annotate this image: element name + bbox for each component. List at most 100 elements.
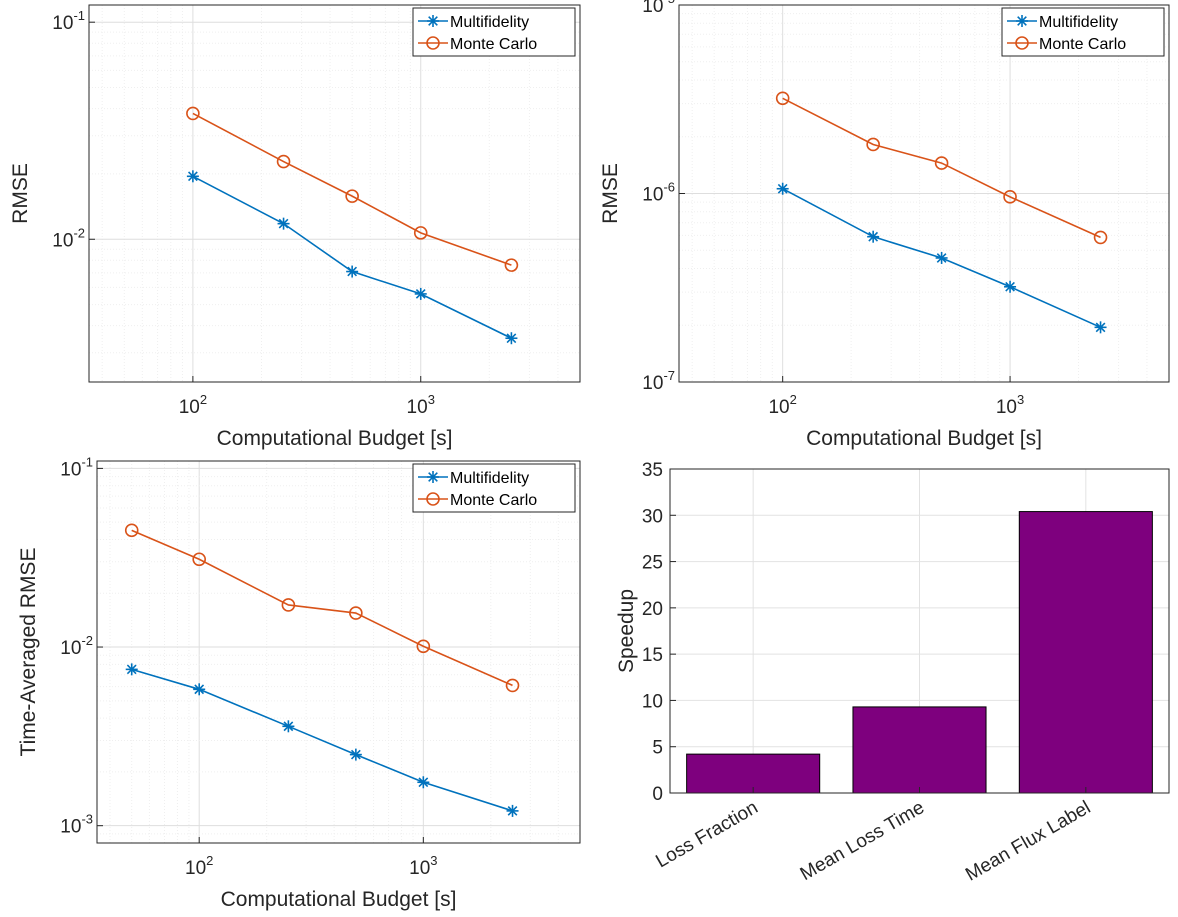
y-tick-label: 35 — [642, 460, 663, 481]
asterisk-marker — [427, 15, 439, 27]
y-tick-label-exp: -3 — [81, 812, 93, 827]
x-axis-label: Computational Budget [s] — [806, 427, 1042, 450]
x-tick-label-exp: 2 — [200, 392, 207, 407]
y-tick-label: 5 — [652, 738, 663, 759]
legend-entry: Monte Carlo — [450, 492, 537, 509]
circle-marker — [1093, 230, 1108, 245]
circle-marker — [345, 189, 359, 203]
asterisk-marker — [125, 663, 138, 676]
series-monte-carlo — [775, 91, 1108, 245]
asterisk-marker — [505, 332, 518, 345]
legend-entry: Multifidelity — [1039, 14, 1118, 31]
circle-marker — [186, 106, 200, 121]
x-tick-label-base: 10 — [185, 858, 206, 879]
x-tick-label-base: 10 — [768, 397, 789, 418]
legend-box — [1001, 7, 1165, 57]
asterisk-marker — [935, 251, 948, 264]
y-tick-label: 0 — [652, 784, 663, 805]
asterisk-marker — [282, 720, 295, 733]
marker-stroke — [506, 333, 517, 344]
series-multifidelity — [125, 663, 519, 817]
circle-marker — [426, 36, 440, 50]
circle-marker — [426, 492, 440, 506]
x-tick-label: 102 — [768, 392, 796, 418]
asterisk-marker — [776, 182, 789, 195]
series-multifidelity — [776, 182, 1107, 334]
marker-stroke — [1017, 16, 1027, 26]
y-tick-label: 30 — [642, 506, 663, 527]
bar-mean-loss-time — [852, 706, 987, 794]
series-line — [131, 529, 513, 687]
x-tick-label: Mean Flux Label — [962, 797, 1094, 885]
y-axis-label: Time-Averaged RMSE — [17, 548, 40, 757]
marker-stroke — [777, 183, 788, 194]
circle-marker — [413, 226, 428, 240]
marker-stroke — [1095, 322, 1106, 333]
circle-marker — [349, 606, 363, 620]
circle-marker — [505, 678, 520, 693]
circle-marker — [276, 154, 291, 169]
grid — [89, 5, 581, 382]
x-axis-label: Computational Budget [s] — [221, 888, 457, 911]
circle-marker — [416, 639, 431, 654]
circle-marker — [934, 156, 949, 170]
y-tick-label: 10-7 — [642, 368, 675, 394]
legend: Multifidelity Monte Carlo — [412, 7, 576, 57]
marker-stroke — [868, 231, 879, 242]
marker-stroke — [428, 16, 438, 26]
circle-marker — [281, 598, 296, 612]
asterisk-marker — [1094, 321, 1107, 334]
axes-frame — [88, 4, 581, 383]
y-tick-label: 25 — [642, 553, 663, 574]
axes-frame — [96, 460, 581, 844]
marker-stroke — [428, 472, 438, 482]
asterisk-marker — [186, 170, 199, 183]
legend-box — [412, 463, 576, 513]
x-tick-label-exp: 2 — [206, 853, 213, 868]
y-tick-label: 10-2 — [52, 225, 85, 251]
y-tick-label-base: 10 — [60, 638, 81, 659]
x-tick-label-base: 10 — [409, 858, 430, 879]
y-tick-label-exp: -7 — [663, 368, 675, 383]
marker-stroke — [283, 721, 294, 732]
x-tick-label-base: 10 — [407, 397, 428, 418]
series-monte-carlo — [124, 523, 520, 693]
circle-marker — [504, 258, 519, 272]
y-tick-label-exp: -1 — [73, 8, 85, 23]
x-tick-label: Mean Loss Time — [797, 797, 928, 885]
asterisk-marker — [417, 776, 430, 789]
circle-marker — [1015, 36, 1029, 50]
legend-box — [412, 7, 576, 57]
y-axis-label: RMSE — [9, 163, 32, 224]
plot-area — [89, 5, 580, 382]
y-tick-label: 10-6 — [642, 180, 675, 206]
y-tick-label-exp: -2 — [81, 633, 93, 648]
x-tick-label: 102 — [179, 392, 207, 418]
y-tick-label: 20 — [642, 599, 663, 620]
y-tick-label-exp: -2 — [73, 225, 85, 240]
marker-stroke — [126, 664, 137, 675]
y-tick-label: 10 — [642, 691, 663, 712]
marker-stroke — [415, 289, 426, 299]
y-tick-label: 10-2 — [60, 633, 93, 659]
y-tick-label-base: 10 — [60, 459, 81, 480]
y-tick-label-base: 10 — [642, 185, 663, 206]
marker-stroke — [1005, 281, 1015, 292]
asterisk-marker — [427, 471, 439, 483]
marker-stroke — [418, 777, 429, 788]
marker-stroke — [350, 749, 361, 760]
x-tick-label-base: 10 — [996, 397, 1017, 418]
series-monte-carlo — [186, 106, 519, 272]
x-tick-label-exp: 3 — [430, 853, 437, 868]
marker-stroke — [347, 266, 358, 277]
y-tick-label-base: 10 — [642, 0, 663, 17]
asterisk-marker — [277, 217, 290, 230]
legend-entry: Multifidelity — [450, 470, 529, 487]
y-tick-label-base: 10 — [52, 230, 73, 251]
series-line — [192, 112, 512, 266]
y-tick-label-exp: -1 — [81, 454, 93, 469]
bar-loss-fraction — [686, 753, 821, 794]
x-tick-label: 103 — [996, 392, 1024, 418]
